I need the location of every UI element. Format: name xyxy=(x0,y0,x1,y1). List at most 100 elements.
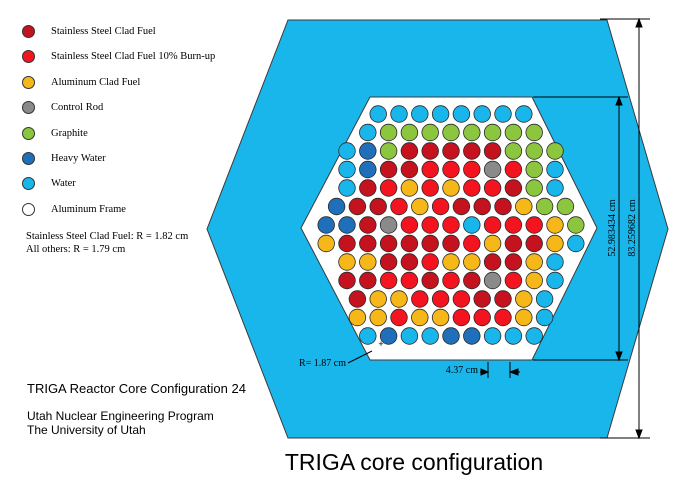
pitch-label: 4.37 cm xyxy=(446,365,478,376)
core-cell-heavy-water xyxy=(379,327,398,345)
inner-height-dimension xyxy=(533,95,628,362)
program-name: Utah Nuclear Engineering Program xyxy=(27,409,214,423)
core-cell-water xyxy=(535,308,554,327)
legend-item-water: Water xyxy=(22,177,252,202)
figure-caption: TRIGA core configuration xyxy=(284,449,544,475)
core-cell-water xyxy=(338,160,356,179)
core-cell-stainless-steel-clad-fuel xyxy=(452,197,471,216)
core-cell-water xyxy=(546,179,564,197)
core-cell-control-rod xyxy=(379,216,398,234)
core-cell-stainless-steel-clad-fuel-10-burn-up xyxy=(400,271,419,290)
core-cell-stainless-steel-clad-fuel xyxy=(400,142,419,160)
core-cell-stainless-steel-clad-fuel-10-burn-up xyxy=(379,179,398,197)
core-cell-graphite xyxy=(535,197,554,216)
radius-leader xyxy=(347,350,373,364)
core-cell-stainless-steel-clad-fuel-10-burn-up xyxy=(379,271,398,290)
core-cell-graphite xyxy=(546,142,564,160)
water-swatch xyxy=(22,177,35,191)
core-cell-stainless-steel-clad-fuel-10-burn-up xyxy=(483,216,502,234)
core-cell-stainless-steel-clad-fuel xyxy=(400,160,419,179)
core-cell-stainless-steel-clad-fuel-10-burn-up xyxy=(411,290,429,308)
core-cell-graphite xyxy=(504,142,523,160)
core-cell-graphite xyxy=(567,216,585,234)
legend-label: Graphite xyxy=(51,127,88,139)
core-cell-stainless-steel-clad-fuel-10-burn-up xyxy=(442,160,460,179)
core-cell-water xyxy=(359,123,377,142)
core-cell-aluminum-clad-fuel xyxy=(359,253,377,271)
core-cell-water xyxy=(411,105,429,123)
legend-label: Aluminum Frame xyxy=(51,203,126,215)
burnup-fuel-swatch xyxy=(22,50,35,64)
core-cell-stainless-steel-clad-fuel xyxy=(348,290,367,308)
core-cell-water xyxy=(338,142,356,160)
core-cell-stainless-steel-clad-fuel xyxy=(494,290,512,308)
core-cell-stainless-steel-clad-fuel-10-burn-up xyxy=(431,290,450,308)
core-cell-stainless-steel-clad-fuel xyxy=(473,197,491,216)
core-cell-stainless-steel-clad-fuel xyxy=(400,253,419,271)
legend-label: Stainless Steel Clad Fuel xyxy=(51,26,156,37)
core-cell-water xyxy=(515,105,533,123)
core-cell-water xyxy=(369,105,387,123)
legend-item-heavy-water: Heavy Water xyxy=(22,151,252,177)
pitch-dimension xyxy=(480,362,520,378)
core-cell-stainless-steel-clad-fuel-10-burn-up xyxy=(421,216,439,234)
core-cell-water xyxy=(546,253,564,271)
core-cell-stainless-steel-clad-fuel xyxy=(359,216,377,234)
core-cell-water xyxy=(494,105,512,123)
core-cell-water xyxy=(473,105,491,123)
legend-item-aluminum-clad-fuel: Aluminum Clad Fuel xyxy=(22,75,252,101)
core-cell-water xyxy=(546,271,564,290)
core-cell-stainless-steel-clad-fuel xyxy=(421,142,439,160)
legend: Stainless Steel Clad Fuel Stainless Stee… xyxy=(22,25,252,228)
outer-height-label: 83.259682 cm xyxy=(627,199,638,256)
core-cell-stainless-steel-clad-fuel-10-burn-up xyxy=(442,216,460,234)
core-cell-heavy-water xyxy=(359,160,377,179)
legend-item-graphite: Graphite xyxy=(22,126,252,152)
core-cell-stainless-steel-clad-fuel-10-burn-up xyxy=(400,216,419,234)
core-cell-stainless-steel-clad-fuel-10-burn-up xyxy=(463,179,481,197)
core-cell-stainless-steel-clad-fuel xyxy=(494,197,512,216)
core-cell-stainless-steel-clad-fuel-10-burn-up xyxy=(463,160,481,179)
core-cell-water xyxy=(546,160,564,179)
core-cell-stainless-steel-clad-fuel xyxy=(421,271,439,290)
core-cell-graphite xyxy=(442,123,460,142)
inner-height-label: 52.983434 cm xyxy=(607,199,618,256)
core-cell-graphite xyxy=(525,123,543,142)
legend-item-control-rod: Control Rod xyxy=(22,101,252,126)
core-cell-stainless-steel-clad-fuel xyxy=(359,234,377,253)
core-cell-aluminum-clad-fuel xyxy=(546,234,564,253)
core-cell-stainless-steel-clad-fuel xyxy=(483,142,502,160)
core-cell-water xyxy=(535,290,554,308)
core-cell-stainless-steel-clad-fuel xyxy=(525,234,543,253)
others-radius-note: All others: R = 1.79 cm xyxy=(26,244,126,255)
core-cell-stainless-steel-clad-fuel xyxy=(463,142,481,160)
aluminum-frame-swatch xyxy=(22,202,35,216)
legend-item-burnup-fuel: Stainless Steel Clad Fuel 10% Burn-up xyxy=(22,50,252,75)
core-cell-stainless-steel-clad-fuel xyxy=(400,234,419,253)
core-cell-stainless-steel-clad-fuel-10-burn-up xyxy=(483,179,502,197)
core-cell-water xyxy=(338,179,356,197)
core-cell-stainless-steel-clad-fuel xyxy=(504,234,523,253)
core-cell-aluminum-clad-fuel xyxy=(546,216,564,234)
configuration-title: TRIGA Reactor Core Configuration 24 xyxy=(27,381,246,396)
core-cell-stainless-steel-clad-fuel-10-burn-up xyxy=(463,234,481,253)
core-cell-stainless-steel-clad-fuel-10-burn-up xyxy=(504,160,523,179)
core-cell-stainless-steel-clad-fuel xyxy=(359,271,377,290)
core-cell-control-rod xyxy=(483,271,502,290)
core-cell-stainless-steel-clad-fuel xyxy=(338,271,356,290)
core-cell-heavy-water xyxy=(327,197,346,216)
core-cell-aluminum-clad-fuel xyxy=(525,271,543,290)
core-cell-stainless-steel-clad-fuel-10-burn-up xyxy=(421,160,439,179)
core-cell-control-rod xyxy=(483,160,502,179)
stainless-steel-fuel-swatch xyxy=(22,25,35,38)
university-name: The University of Utah xyxy=(27,423,146,437)
core-cell-graphite xyxy=(525,142,543,160)
core-cell-heavy-water xyxy=(338,216,356,234)
core-cell-stainless-steel-clad-fuel-10-burn-up xyxy=(525,216,543,234)
core-cell-stainless-steel-clad-fuel xyxy=(359,179,377,197)
legend-item-aluminum-frame: Aluminum Frame xyxy=(22,202,252,228)
core-cell-aluminum-clad-fuel xyxy=(483,234,502,253)
core-cell-stainless-steel-clad-fuel-10-burn-up xyxy=(421,179,439,197)
core-cell-heavy-water xyxy=(359,142,377,160)
core-cell-graphite xyxy=(483,123,502,142)
